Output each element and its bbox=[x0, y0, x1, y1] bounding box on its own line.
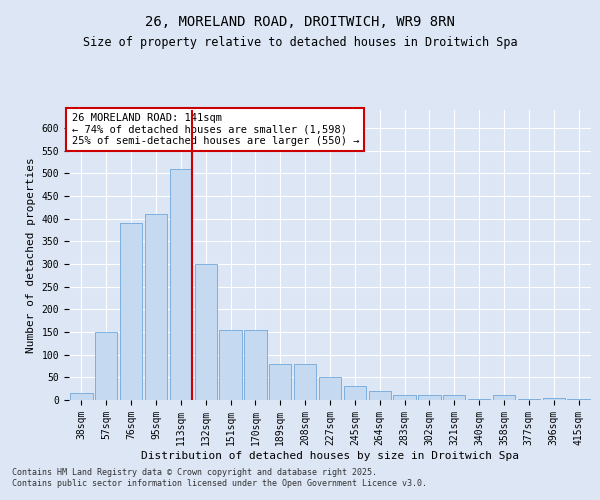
Bar bbox=[542, 398, 565, 400]
Bar bbox=[194, 264, 217, 400]
Bar bbox=[145, 214, 167, 400]
Bar bbox=[95, 332, 118, 400]
Bar bbox=[220, 330, 242, 400]
Bar bbox=[443, 396, 466, 400]
Bar bbox=[170, 169, 192, 400]
Bar bbox=[568, 399, 590, 400]
Text: Size of property relative to detached houses in Droitwich Spa: Size of property relative to detached ho… bbox=[83, 36, 517, 49]
X-axis label: Distribution of detached houses by size in Droitwich Spa: Distribution of detached houses by size … bbox=[141, 450, 519, 460]
Bar bbox=[319, 378, 341, 400]
Text: Contains HM Land Registry data © Crown copyright and database right 2025.
Contai: Contains HM Land Registry data © Crown c… bbox=[12, 468, 427, 487]
Bar bbox=[518, 399, 540, 400]
Bar bbox=[70, 393, 92, 400]
Bar bbox=[394, 396, 416, 400]
Text: 26, MORELAND ROAD, DROITWICH, WR9 8RN: 26, MORELAND ROAD, DROITWICH, WR9 8RN bbox=[145, 16, 455, 30]
Bar bbox=[344, 386, 366, 400]
Bar bbox=[468, 399, 490, 400]
Bar bbox=[493, 396, 515, 400]
Bar bbox=[269, 364, 292, 400]
Y-axis label: Number of detached properties: Number of detached properties bbox=[26, 157, 36, 353]
Bar bbox=[294, 364, 316, 400]
Text: 26 MORELAND ROAD: 141sqm
← 74% of detached houses are smaller (1,598)
25% of sem: 26 MORELAND ROAD: 141sqm ← 74% of detach… bbox=[71, 113, 359, 146]
Bar bbox=[120, 224, 142, 400]
Bar bbox=[244, 330, 266, 400]
Bar bbox=[368, 391, 391, 400]
Bar bbox=[418, 396, 440, 400]
